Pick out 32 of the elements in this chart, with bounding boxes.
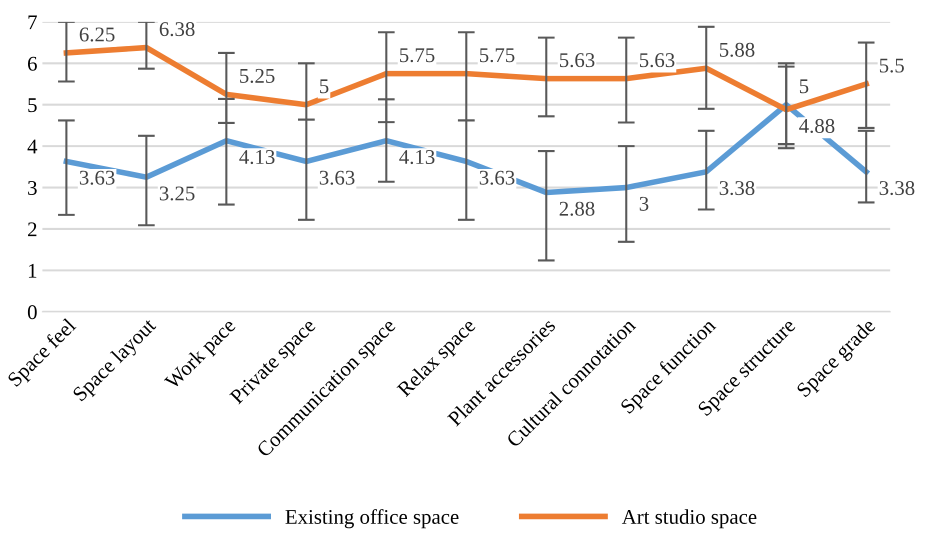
y-tick-label: 4 [28, 140, 38, 154]
y-tick-label: 6 [28, 56, 37, 71]
data-label: 5.25 [240, 68, 274, 83]
data-label: 5.75 [400, 48, 434, 62]
legend-label: Art studio space [622, 509, 756, 528]
data-label: 5 [320, 79, 328, 94]
y-tick-label: 1 [28, 264, 36, 278]
data-label: 5.88 [720, 42, 754, 57]
data-label: 4.88 [799, 118, 834, 134]
data-label: 3.63 [80, 170, 115, 185]
data-label: 4.13 [399, 150, 434, 164]
data-label: 3 [640, 196, 648, 211]
data-label: 4.13 [239, 150, 274, 164]
y-tick-label: 5 [28, 98, 37, 112]
y-tick-label: 3 [28, 180, 37, 195]
data-label: 3.25 [160, 186, 195, 201]
data-label: 2.88 [560, 202, 594, 216]
data-label: 5.75 [480, 48, 514, 62]
data-label: 3.63 [320, 170, 354, 185]
y-tick-label: 0 [28, 305, 37, 320]
data-label: 5.63 [640, 53, 674, 68]
data-label: 6.38 [160, 22, 195, 36]
y-tick-label: 7 [28, 15, 37, 30]
legend-label: Existing office space [285, 509, 458, 528]
data-label: 5.63 [560, 53, 594, 68]
data-label: 5 [800, 79, 808, 94]
data-label: 3.63 [480, 170, 514, 185]
data-label: 3.38 [880, 181, 914, 196]
data-label: 5.5 [880, 58, 904, 73]
y-tick-label: 2 [28, 222, 36, 236]
data-label: 3.38 [720, 181, 754, 196]
data-label: 6.25 [80, 27, 115, 42]
